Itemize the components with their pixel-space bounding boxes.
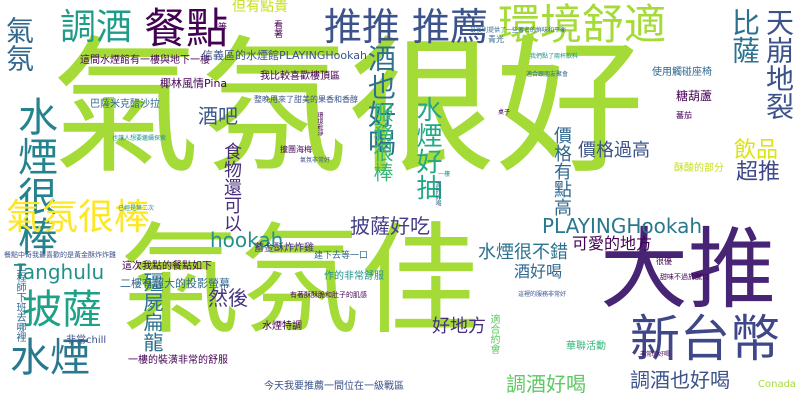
cloud-word: 建下去等一口 <box>314 251 369 261</box>
cloud-word: 適合約會 <box>488 314 499 354</box>
cloud-word: 好地方 <box>432 316 486 337</box>
cloud-word: 非常chill <box>66 335 107 346</box>
cloud-word: 也讓人想要繼續探索 <box>112 135 167 142</box>
cloud-word: 氣氛非常好 <box>300 157 331 164</box>
cloud-word: 調酒也好喝 <box>630 368 730 392</box>
cloud-word: 桌子 <box>498 109 511 116</box>
cloud-word: 蕃茄 <box>676 111 692 120</box>
cloud-word: 作的非常舒服 <box>324 271 384 282</box>
cloud-word: 椰林風情Pina <box>160 77 228 90</box>
cloud-word: 披薩好吃 <box>350 214 430 238</box>
cloud-word: hookah <box>210 228 284 252</box>
cloud-word: 華聯活動 <box>566 341 606 352</box>
cloud-word: 調酒 <box>60 7 133 48</box>
cloud-word: 氣氛 <box>2 16 35 72</box>
cloud-word: 甜味不過於膩口 <box>660 273 709 281</box>
cloud-word: 我比較喜歡樓頂區 <box>260 71 340 82</box>
cloud-word: 氣氛很棒 <box>6 197 151 238</box>
cloud-word: 適合跟朋友聚會 <box>526 71 569 78</box>
cloud-word: 殭屍扁龍 <box>140 272 164 352</box>
cloud-word: 水煙很棒 <box>11 96 57 256</box>
cloud-word: 酒吧 <box>198 104 238 128</box>
cloud-word: 真的好喝 <box>434 182 441 206</box>
cloud-word: 水煙 <box>10 335 90 381</box>
cloud-word: 蓄金酥炸炸雞 <box>254 243 314 254</box>
cloud-word: 我們點了兩杯飲料 <box>530 53 579 60</box>
cloud-word: Conada <box>758 379 797 390</box>
cloud-word: 大推 <box>600 218 777 321</box>
cloud-word: 糖葫蘆 <box>676 89 713 103</box>
cloud-word: Tanghulu <box>14 260 105 284</box>
cloud-word: 很優 <box>656 257 672 266</box>
cloud-word: 氣氛很好 <box>52 22 644 194</box>
cloud-word: 一樓 <box>438 171 451 178</box>
cloud-word: 超推 <box>736 160 781 185</box>
cloud-word: 價格過高 <box>578 140 650 161</box>
cloud-word: 環境舒適 <box>498 0 667 49</box>
cloud-word: 披薩 <box>22 287 102 333</box>
cloud-word: 已經是第二次 <box>118 205 155 212</box>
cloud-word: 服務很棒 <box>370 102 394 182</box>
cloud-word: 水煙特調 <box>262 321 302 332</box>
cloud-word: 水煙很不錯 <box>478 242 568 263</box>
cloud-word: 然後 <box>208 286 248 310</box>
cloud-word: 可愛的地方 <box>572 234 653 253</box>
cloud-word: 二樓有超大的投影螢幕 <box>120 277 230 290</box>
cloud-word: 天崩地裂 <box>762 8 795 120</box>
cloud-word: 青光 <box>488 35 504 44</box>
cloud-word: 新台幣 <box>630 310 780 368</box>
cloud-word: 飲品 <box>734 138 779 163</box>
cloud-word: 酥酸的部分 <box>674 163 724 174</box>
cloud-word: 等 <box>218 23 228 33</box>
cloud-word: 推薦 <box>412 5 489 49</box>
cloud-word: 使用觸碰座椅 <box>652 67 712 78</box>
cloud-word: 這裡的服務非常好 <box>518 291 567 298</box>
cloud-word: 價格有點高 <box>551 126 572 216</box>
cloud-word: 酒也好喝 <box>364 44 397 156</box>
cloud-word: 這間水煙館有一樓與地下一樓 <box>80 55 210 66</box>
cloud-word: 看著 <box>272 20 282 38</box>
cloud-word: 但有點貴 <box>232 0 288 15</box>
cloud-word: 信義區的水煙館PLAYINGHookah <box>202 49 368 62</box>
cloud-word: 酒好喝 <box>514 262 563 281</box>
cloud-word: 巴薩米克醋沙拉 <box>90 99 160 110</box>
cloud-word: 水煙好抽 <box>412 96 442 200</box>
cloud-word: 非常的好喝 <box>640 351 671 358</box>
cloud-word: 一樓的裝潢非常的舒服 <box>128 355 228 366</box>
cloud-word: PLAYINGHookah <box>542 214 703 238</box>
cloud-word: 工程師下班去哪裡 <box>14 262 25 342</box>
cloud-word: 這次我點的餐點如下 <box>122 261 212 272</box>
cloud-word: 氣氛佳 <box>120 212 480 351</box>
cloud-word: 最後則提供了一些著名的鮮味和平衡 <box>470 27 567 34</box>
cloud-word: 推推 <box>324 5 401 49</box>
cloud-word: 比薩 <box>728 8 761 64</box>
cloud-word: 環境乾淨 <box>316 112 323 136</box>
cloud-word: 整晚用來了甜美的果香和香醇 <box>254 95 358 104</box>
cloud-word: 撞團海梅 <box>280 145 312 154</box>
cloud-word: 食物還可以 <box>221 142 242 232</box>
cloud-word: 調酒好喝 <box>506 372 586 396</box>
cloud-word: 有著酥酥脆和肚子的肌感 <box>290 291 367 299</box>
cloud-word: 今天我要推薦一間位在一級戰區 <box>264 381 404 392</box>
cloud-word: 餐點中奇我最喜歡的是黃金酥炸炸雞 <box>4 251 116 259</box>
cloud-word: 餐點 <box>144 4 229 53</box>
